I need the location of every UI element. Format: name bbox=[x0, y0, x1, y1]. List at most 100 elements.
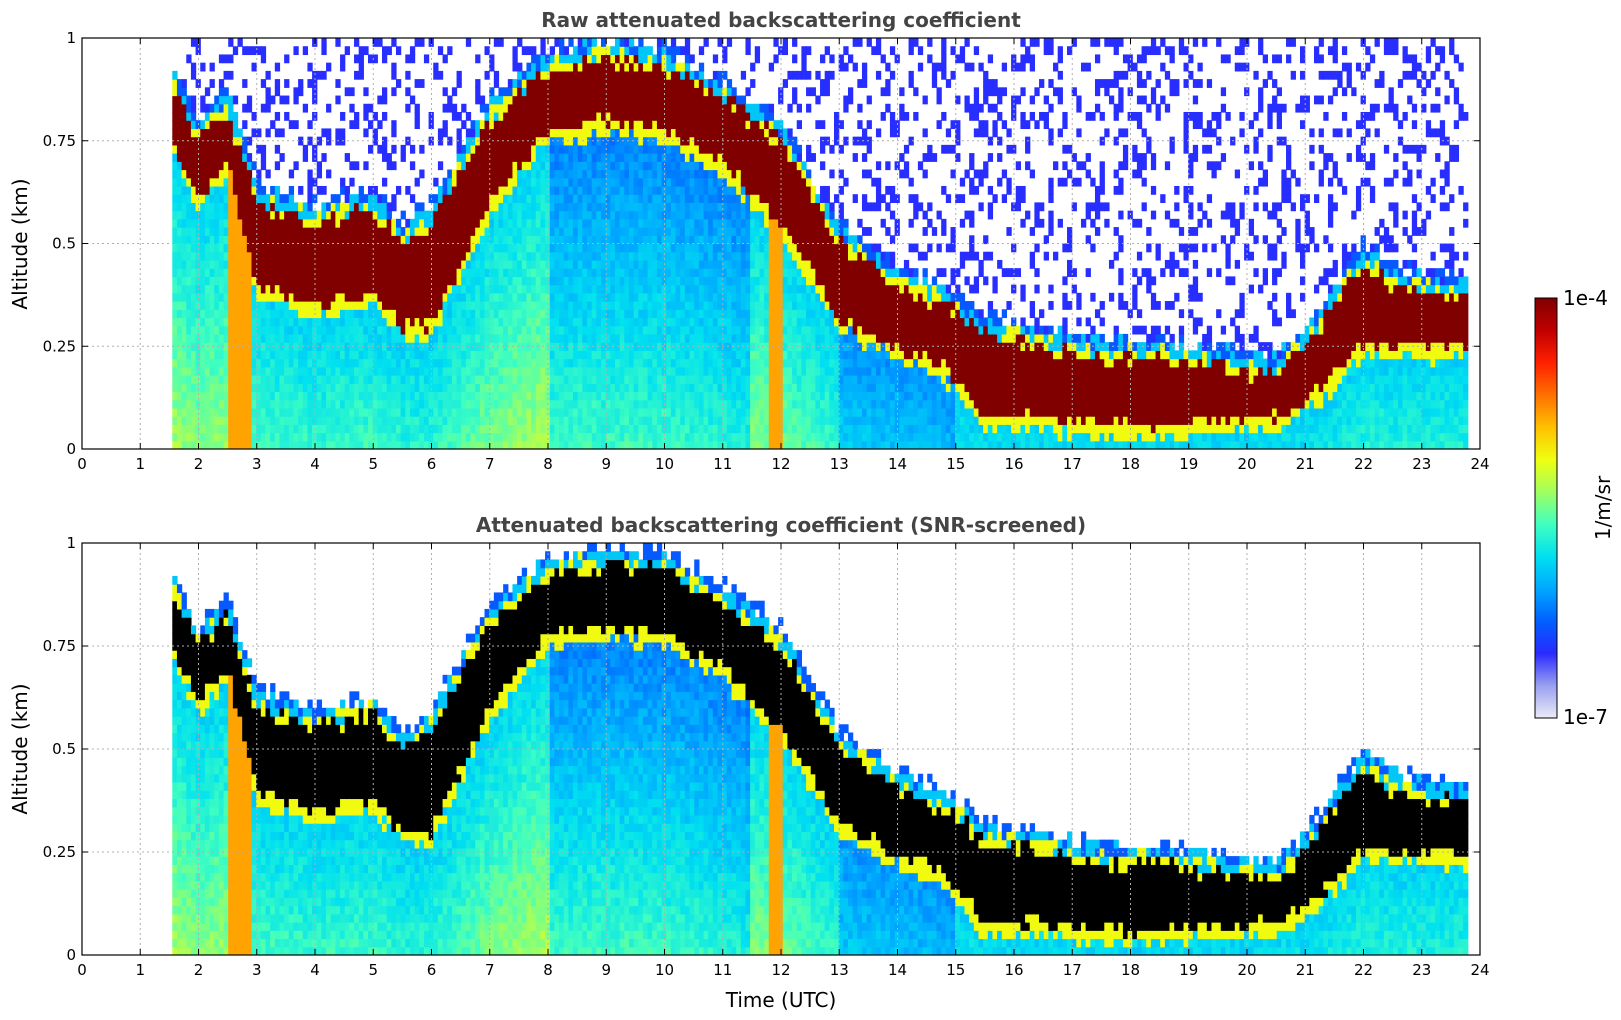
heatmap-cell bbox=[218, 309, 225, 319]
heatmap-cell bbox=[172, 284, 178, 294]
heatmap-cell bbox=[535, 194, 542, 203]
heatmap-cell bbox=[302, 243, 309, 253]
heatmap-cell bbox=[698, 292, 705, 302]
heatmap-cell bbox=[717, 325, 723, 335]
heatmap-cell bbox=[437, 366, 444, 376]
heatmap-cell bbox=[414, 251, 420, 261]
heatmap-cell bbox=[354, 366, 360, 376]
heatmap-cell bbox=[512, 218, 518, 228]
heatmap-cell bbox=[284, 194, 290, 203]
heatmap-cell bbox=[209, 301, 215, 310]
heatmap-cell bbox=[326, 399, 332, 409]
heatmap-cell bbox=[381, 333, 388, 343]
heatmap-cell bbox=[442, 251, 448, 261]
heatmap-cell bbox=[251, 399, 257, 409]
heatmap-cell bbox=[628, 317, 635, 327]
heatmap-cell bbox=[708, 210, 714, 220]
heatmap-cell bbox=[540, 153, 546, 162]
heatmap-cell bbox=[409, 227, 416, 236]
heatmap-cell bbox=[190, 399, 197, 409]
heatmap-cell bbox=[340, 128, 346, 138]
heatmap-cell bbox=[596, 227, 602, 236]
heatmap-cell bbox=[218, 144, 225, 154]
heatmap-cell bbox=[656, 169, 663, 179]
heatmap-cell bbox=[610, 251, 616, 261]
heatmap-cell bbox=[596, 358, 602, 368]
heatmap-cell bbox=[186, 95, 192, 105]
heatmap-cell bbox=[624, 292, 630, 302]
heatmap-cell bbox=[260, 202, 267, 212]
heatmap-cell bbox=[237, 235, 243, 245]
heatmap-cell bbox=[708, 128, 714, 138]
heatmap-cell bbox=[256, 210, 262, 220]
heatmap-cell bbox=[563, 128, 569, 138]
heatmap-cell bbox=[624, 440, 630, 449]
heatmap-cell bbox=[204, 87, 211, 97]
heatmap-cell bbox=[246, 268, 253, 277]
heatmap-cell bbox=[591, 440, 597, 449]
heatmap-cell bbox=[666, 333, 672, 343]
heatmap-cell bbox=[200, 120, 206, 130]
heatmap-cell bbox=[400, 432, 406, 442]
heatmap-cell bbox=[437, 251, 444, 261]
heatmap-cell bbox=[340, 185, 346, 195]
heatmap-cell bbox=[633, 284, 639, 294]
heatmap-cell bbox=[260, 210, 267, 220]
heatmap-cell bbox=[214, 111, 220, 121]
heatmap-cell bbox=[507, 161, 514, 171]
heatmap-cell bbox=[470, 243, 476, 253]
heatmap-cell bbox=[582, 399, 588, 409]
heatmap-cell bbox=[703, 218, 709, 228]
heatmap-cell bbox=[251, 210, 257, 220]
heatmap-cell bbox=[577, 416, 583, 425]
heatmap-cell bbox=[619, 399, 625, 409]
heatmap-cell bbox=[684, 333, 691, 343]
heatmap-cell bbox=[256, 128, 262, 138]
heatmap-cell bbox=[293, 276, 299, 286]
heatmap-cell bbox=[265, 440, 271, 449]
heatmap-cell bbox=[419, 243, 425, 253]
heatmap-cell bbox=[354, 111, 360, 121]
heatmap-cell bbox=[670, 383, 677, 393]
heatmap-cell bbox=[340, 440, 346, 449]
heatmap-cell bbox=[503, 210, 509, 220]
heatmap-cell bbox=[381, 350, 388, 360]
heatmap-cell bbox=[493, 202, 500, 212]
heatmap-cell bbox=[568, 424, 574, 434]
heatmap-cell bbox=[256, 399, 262, 409]
heatmap-cell bbox=[316, 333, 323, 343]
heatmap-cell bbox=[559, 333, 565, 343]
heatmap-cell bbox=[433, 383, 439, 393]
heatmap-cell bbox=[265, 251, 271, 261]
heatmap-cell bbox=[517, 342, 523, 351]
heatmap-cell bbox=[372, 440, 378, 449]
heatmap-cell bbox=[503, 325, 509, 335]
heatmap-cell bbox=[354, 399, 360, 409]
heatmap-cell bbox=[391, 202, 397, 212]
heatmap-cell bbox=[251, 317, 257, 327]
heatmap-cell bbox=[354, 54, 360, 64]
heatmap-cell bbox=[708, 407, 714, 417]
heatmap-cell bbox=[507, 342, 514, 351]
heatmap-cell bbox=[260, 358, 267, 368]
heatmap-cell bbox=[489, 95, 495, 105]
heatmap-cell bbox=[559, 292, 565, 302]
heatmap-cell bbox=[293, 309, 299, 319]
heatmap-cell bbox=[573, 144, 579, 154]
heatmap-cell bbox=[568, 391, 574, 401]
heatmap-cell bbox=[512, 194, 518, 203]
heatmap-cell bbox=[675, 153, 681, 162]
heatmap-cell bbox=[694, 301, 700, 310]
heatmap-cell bbox=[377, 358, 383, 368]
heatmap-cell bbox=[703, 358, 709, 368]
heatmap-cell bbox=[349, 333, 355, 343]
heatmap-cell bbox=[461, 350, 467, 360]
heatmap-cell bbox=[587, 284, 593, 294]
heatmap-cell bbox=[666, 301, 672, 310]
heatmap-cell bbox=[270, 292, 276, 302]
heatmap-cell bbox=[531, 169, 537, 179]
heatmap-cell bbox=[526, 202, 532, 212]
heatmap-cell bbox=[675, 120, 681, 130]
heatmap-cell bbox=[535, 317, 542, 327]
heatmap-cell bbox=[689, 70, 695, 80]
